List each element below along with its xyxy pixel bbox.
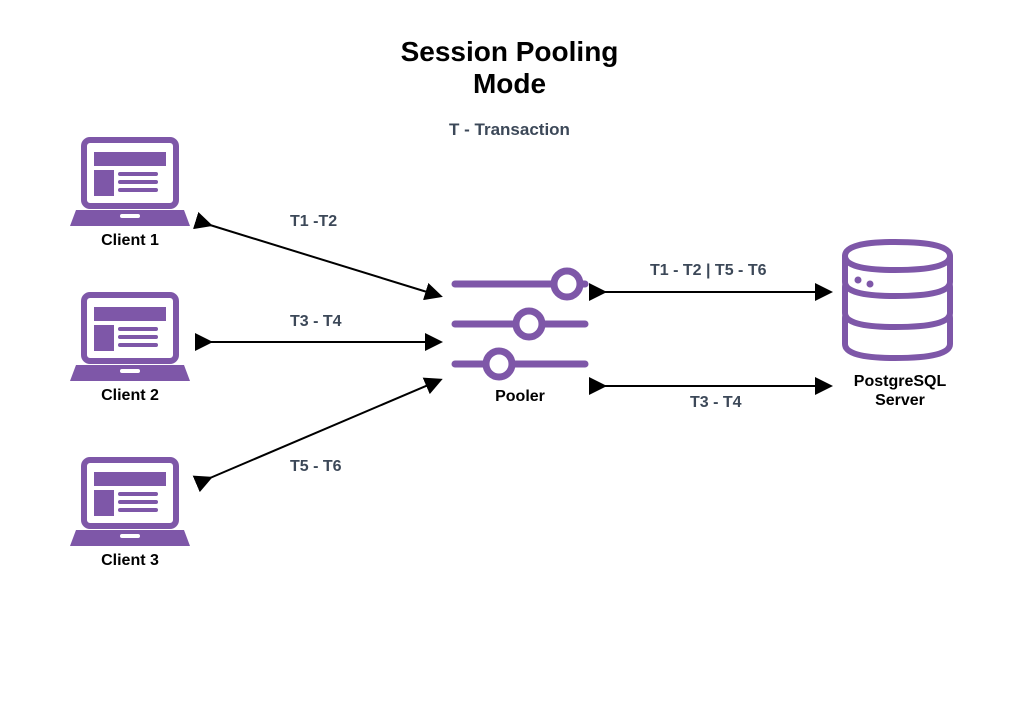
svg-layer [0, 0, 1019, 719]
client2-label: Client 2 [70, 387, 190, 405]
server-label: PostgreSQL Server [820, 372, 980, 410]
client2-icon [70, 295, 190, 381]
pooler-icon [455, 271, 585, 377]
edge-label-c1: T1 -T2 [290, 213, 337, 231]
server-label-line1: PostgreSQL [854, 373, 946, 390]
diagram-canvas: Session Pooling Mode T - Transaction [0, 0, 1019, 719]
client1-icon [70, 140, 190, 226]
edge-c1-pool [210, 225, 440, 296]
client3-label: Client 3 [70, 552, 190, 570]
edge-label-c3: T5 - T6 [290, 458, 342, 476]
edge-label-srv-bot: T3 - T4 [690, 394, 742, 412]
server-icon [845, 242, 950, 358]
server-label-line2: Server [875, 392, 925, 409]
client1-label: Client 1 [70, 232, 190, 250]
edge-label-srv-top: T1 - T2 | T5 - T6 [650, 262, 767, 280]
edge-label-c2: T3 - T4 [290, 313, 342, 331]
pooler-label: Pooler [455, 388, 585, 406]
client3-icon [70, 460, 190, 546]
